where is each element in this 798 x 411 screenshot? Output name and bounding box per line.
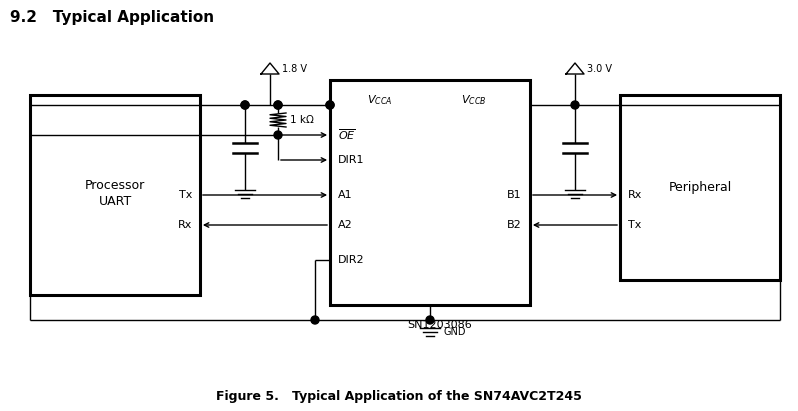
Text: $\overline{OE}$: $\overline{OE}$ [338,128,356,142]
Text: A2: A2 [338,220,353,230]
Circle shape [274,131,282,139]
Circle shape [326,101,334,109]
Text: GND: GND [443,327,465,337]
Text: 9.2   Typical Application: 9.2 Typical Application [10,10,214,25]
Circle shape [571,101,579,109]
Text: B1: B1 [508,190,522,200]
Text: Rx: Rx [178,220,192,230]
Text: DIR2: DIR2 [338,255,365,265]
Circle shape [274,101,282,109]
Text: Figure 5.   Typical Application of the SN74AVC2T245: Figure 5. Typical Application of the SN7… [216,390,582,403]
Bar [620,95,780,280]
Circle shape [241,101,249,109]
Text: 1 kΩ: 1 kΩ [290,115,314,125]
Text: 1.8 V: 1.8 V [282,64,307,74]
Text: Peripheral: Peripheral [669,180,732,194]
Circle shape [326,101,334,109]
Text: $V_{CCB}$: $V_{CCB}$ [461,93,487,107]
Circle shape [241,101,249,109]
Text: Processor: Processor [85,178,145,192]
Circle shape [274,101,282,109]
Text: DIR1: DIR1 [338,155,365,165]
Bar [30,95,200,295]
Bar [330,80,530,305]
Text: Tx: Tx [179,190,192,200]
Text: Rx: Rx [628,190,642,200]
Circle shape [426,316,434,324]
Circle shape [311,316,319,324]
Text: Tx: Tx [628,220,642,230]
Text: B2: B2 [508,220,522,230]
Text: $V_{CCA}$: $V_{CCA}$ [367,93,393,107]
Text: SN1203086: SN1203086 [408,320,472,330]
Text: UART: UART [98,194,132,208]
Text: A1: A1 [338,190,353,200]
Text: 3.0 V: 3.0 V [587,64,612,74]
